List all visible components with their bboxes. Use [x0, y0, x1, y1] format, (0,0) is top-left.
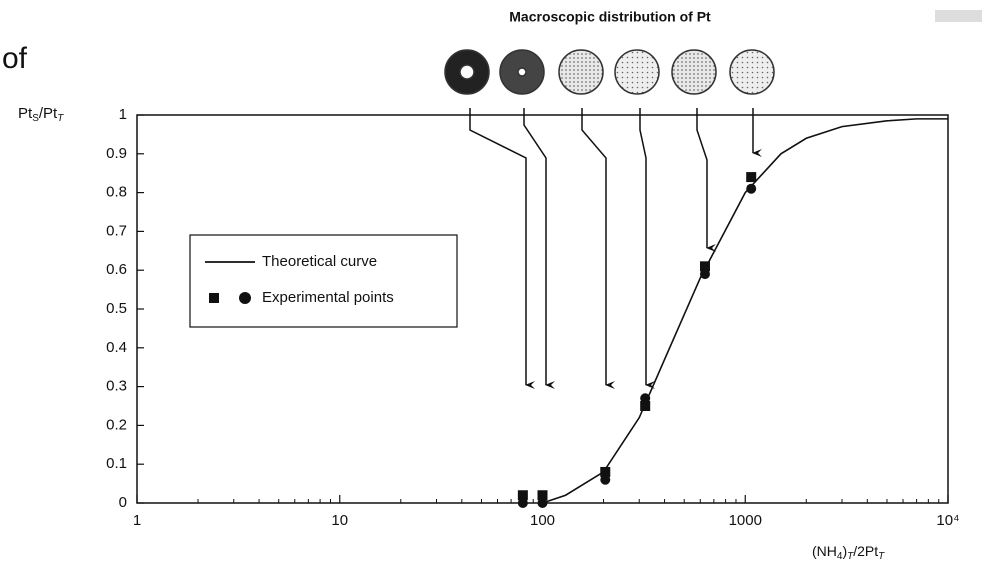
y-tick-label: 0.7 — [106, 222, 127, 239]
circle-point — [640, 393, 651, 404]
x-label-part: T — [847, 551, 854, 562]
fragment: of — [2, 42, 28, 75]
y-label-part: T — [57, 113, 64, 124]
y-label-part: Pt — [18, 105, 33, 122]
y-tick-label: 1 — [119, 106, 127, 123]
square-point — [699, 261, 710, 272]
legend-label: Theoretical curve — [262, 253, 377, 270]
distribution-discs — [444, 49, 775, 95]
y-tick-label: 0 — [119, 494, 127, 511]
x-label-part: /2Pt — [853, 543, 878, 559]
square-point — [640, 401, 651, 411]
y-tick-label: 0.4 — [106, 339, 127, 356]
circle-point — [600, 474, 611, 485]
x-label-part: (NH — [812, 543, 837, 559]
square-point — [600, 466, 611, 477]
y-tick-label: 0.2 — [106, 416, 127, 433]
x-tick-label: 100 — [530, 512, 555, 529]
square-point — [537, 490, 548, 501]
legend-square — [209, 293, 219, 303]
x-label-part: ) — [842, 543, 847, 559]
x-axis-label: (NH4)T/2PtT — [812, 543, 885, 562]
y-tick-label: 0.6 — [106, 261, 127, 278]
circle-point — [537, 498, 548, 508]
y-tick-label: 0.9 — [106, 145, 127, 162]
y-label-part: S — [32, 113, 39, 124]
scan-bar — [935, 10, 982, 22]
x-label-part: T — [878, 551, 885, 562]
y-tick-label: 0.5 — [106, 300, 127, 317]
x-tick-label: 10 — [331, 512, 348, 529]
legend: Theoretical curve Experimental points — [189, 234, 458, 328]
y-label-part: /Pt — [39, 105, 58, 122]
legend-label: Experimental points — [262, 289, 394, 306]
chart-title: Macroscopic distribution of Pt — [509, 9, 711, 25]
circle-point — [517, 498, 528, 508]
legend-circle — [239, 292, 251, 304]
square-point — [517, 490, 528, 501]
y-tick-label: 0.1 — [106, 455, 127, 472]
x-tick-label: 1000 — [729, 512, 762, 529]
x-tick-label: 1 — [133, 512, 141, 529]
x-tick-label: 10⁴ — [936, 512, 959, 529]
square-point — [746, 172, 757, 183]
x-label-part: 4 — [837, 551, 843, 562]
circle-point — [699, 269, 710, 280]
y-tick-label: 0.8 — [106, 184, 127, 201]
arrows — [469, 108, 762, 389]
theoretical-curve — [542, 118, 948, 504]
legend-box — [189, 234, 458, 328]
y-axis-label: PtS/PtT — [18, 105, 64, 124]
circle-point — [746, 183, 757, 194]
y-tick-label: 0.3 — [106, 378, 127, 395]
